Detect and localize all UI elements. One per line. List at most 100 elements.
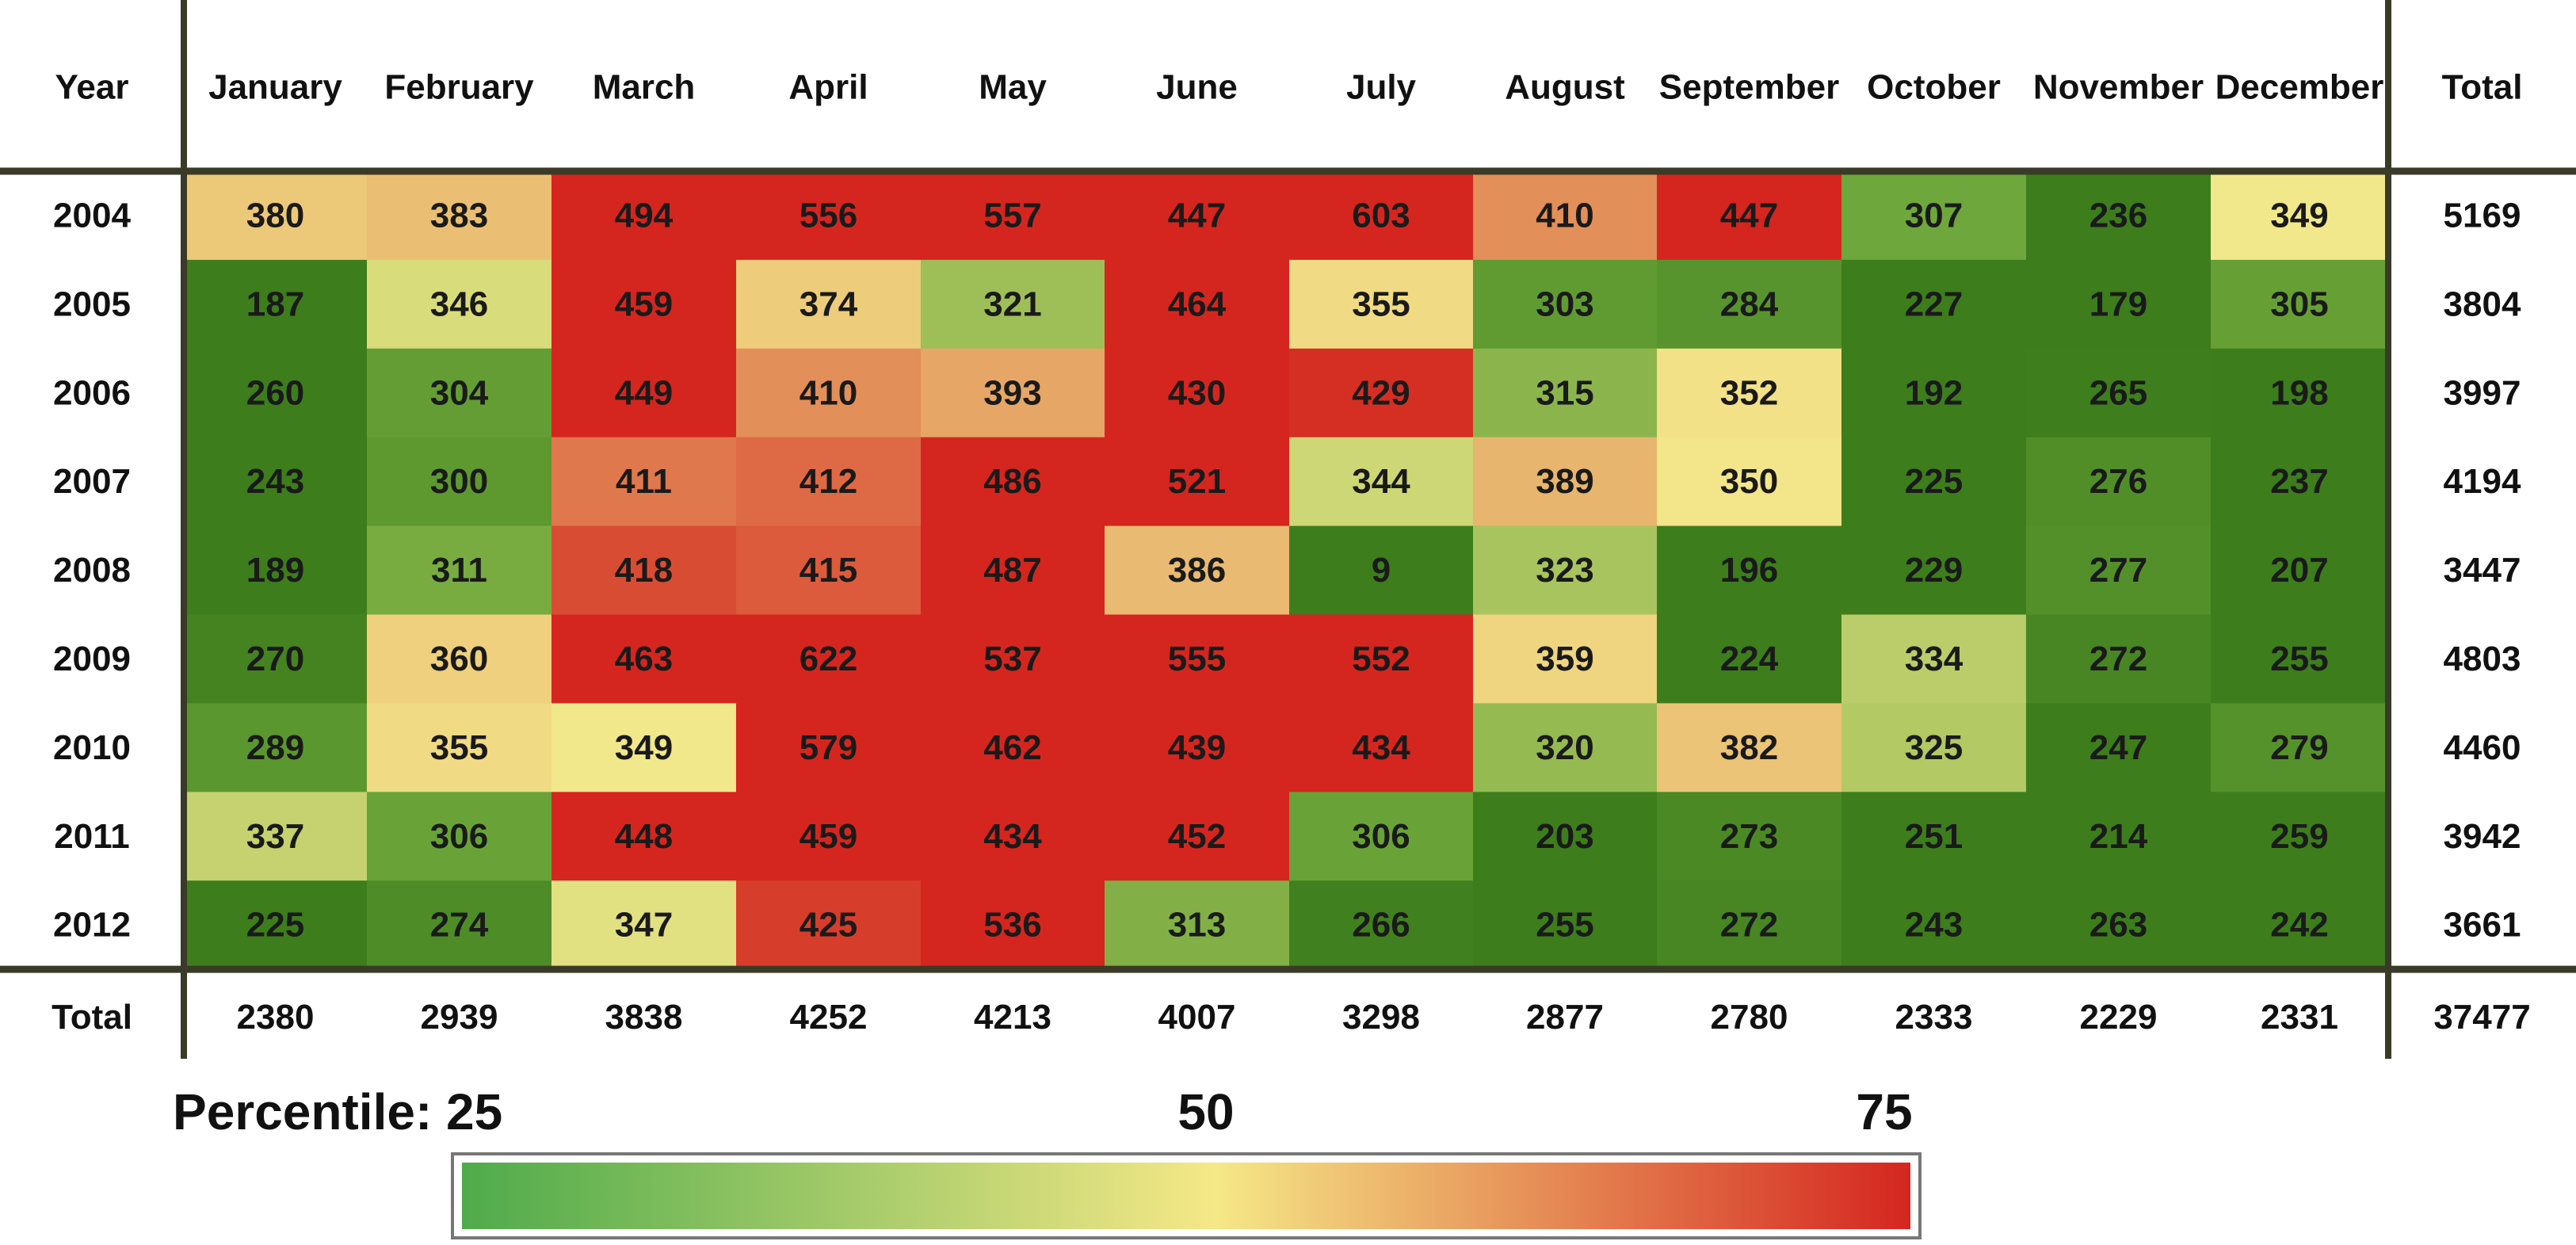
heatmap-cell bbox=[1657, 880, 1842, 970]
heatmap-cell bbox=[1841, 880, 2027, 970]
column-total: 2939 bbox=[421, 998, 498, 1037]
cell-value: 382 bbox=[1720, 728, 1778, 767]
heatmap-cell bbox=[1841, 614, 2027, 704]
row-header-2005: 2005 bbox=[53, 285, 131, 323]
cell-value: 304 bbox=[430, 373, 489, 412]
cell-value: 243 bbox=[1905, 906, 1963, 945]
labels-layer: Year January February March April May June July… bbox=[52, 68, 2531, 1037]
heatmap-cell bbox=[2211, 703, 2389, 792]
heatmap-cell bbox=[367, 614, 552, 704]
cell-value: 179 bbox=[2089, 285, 2147, 323]
row-total: 3447 bbox=[2444, 551, 2521, 590]
column-header-march: March bbox=[593, 68, 696, 107]
heatmap-cell bbox=[2211, 171, 2389, 261]
heatmap-cell bbox=[1841, 525, 2027, 616]
legend-gradient-bar bbox=[462, 1163, 1910, 1229]
cell-value: 196 bbox=[1720, 551, 1778, 590]
cell-value: 521 bbox=[1168, 462, 1226, 501]
heatmap-cell bbox=[184, 171, 368, 261]
row-header-2004: 2004 bbox=[53, 196, 131, 235]
legend-label-50: 50 bbox=[1177, 1083, 1234, 1140]
heatmap-cell bbox=[1657, 525, 1842, 616]
cell-value: 334 bbox=[1905, 640, 1963, 678]
cell-value: 459 bbox=[800, 817, 857, 856]
heatmap-cell bbox=[736, 437, 922, 527]
heatmap-cell bbox=[921, 880, 1105, 970]
column-header-august: August bbox=[1505, 68, 1625, 107]
heatmap-cell bbox=[1473, 525, 1658, 616]
cell-value: 360 bbox=[430, 640, 488, 678]
cell-value: 494 bbox=[615, 196, 674, 235]
cell-value: 236 bbox=[2089, 196, 2147, 235]
column-total: 4007 bbox=[1158, 998, 1236, 1037]
cell-value: 272 bbox=[1720, 906, 1778, 945]
row-total: 3661 bbox=[2444, 906, 2521, 945]
heatmap-cell bbox=[1105, 880, 1290, 970]
cell-value: 448 bbox=[615, 817, 673, 856]
cell-value: 537 bbox=[983, 640, 1041, 678]
cell-value: 214 bbox=[2089, 817, 2148, 856]
cell-value: 418 bbox=[615, 551, 673, 590]
heatmap-cell bbox=[551, 880, 737, 970]
row-total: 4803 bbox=[2444, 640, 2521, 678]
heatmap-cell bbox=[1289, 614, 1474, 704]
column-header-september: September bbox=[1659, 68, 1839, 107]
heatmap-cell bbox=[1657, 792, 1842, 881]
cell-value: 349 bbox=[2270, 196, 2328, 235]
cell-value: 425 bbox=[800, 906, 857, 945]
heatmap-cell bbox=[2026, 259, 2212, 349]
heatmap-cell bbox=[1289, 525, 1474, 616]
row-total: 3997 bbox=[2444, 373, 2521, 412]
heatmap-cell bbox=[367, 171, 552, 261]
cell-value: 277 bbox=[2089, 551, 2147, 590]
year-header: Year bbox=[55, 68, 129, 107]
row-header-2011: 2011 bbox=[54, 817, 129, 856]
heatmap-cell bbox=[2211, 525, 2389, 616]
heatmap-cell bbox=[1289, 348, 1474, 438]
cell-value: 434 bbox=[1352, 728, 1410, 767]
row-total: 5169 bbox=[2444, 196, 2521, 235]
cell-value: 225 bbox=[246, 906, 304, 945]
cell-value: 270 bbox=[246, 640, 304, 678]
cell-value: 306 bbox=[1352, 817, 1410, 856]
cell-value: 307 bbox=[1905, 196, 1963, 235]
heatmap-cell bbox=[2211, 348, 2389, 438]
heatmap-cell bbox=[1473, 792, 1658, 881]
cell-value: 557 bbox=[983, 196, 1041, 235]
heatmap-cell bbox=[1289, 437, 1474, 527]
cell-value: 486 bbox=[983, 462, 1041, 501]
cell-value: 227 bbox=[1905, 285, 1963, 323]
column-total: 4213 bbox=[974, 998, 1051, 1037]
cell-value: 229 bbox=[1905, 551, 1963, 590]
cell-value: 279 bbox=[2270, 728, 2328, 767]
cells-layer bbox=[184, 171, 2389, 970]
heatmap-cell bbox=[736, 171, 922, 261]
heatmap-cell bbox=[1473, 880, 1658, 970]
heatmap-cell bbox=[367, 703, 552, 792]
cell-value: 325 bbox=[1905, 728, 1963, 767]
column-total: 2780 bbox=[1711, 998, 1788, 1037]
heatmap-cell bbox=[551, 259, 737, 349]
cell-value: 276 bbox=[2089, 462, 2147, 501]
cell-value: 251 bbox=[1905, 817, 1963, 856]
heatmap-cell bbox=[1473, 703, 1658, 792]
row-header-2012: 2012 bbox=[53, 906, 131, 945]
heatmap-cell bbox=[1841, 171, 2027, 261]
column-header-november: November bbox=[2033, 68, 2204, 107]
column-header-february: February bbox=[384, 68, 534, 107]
heatmap-cell bbox=[184, 792, 368, 881]
cell-value: 272 bbox=[2089, 640, 2147, 678]
cell-value: 265 bbox=[2089, 373, 2147, 412]
cell-value: 305 bbox=[2270, 285, 2328, 323]
heatmap-cell bbox=[184, 525, 368, 616]
row-header-2006: 2006 bbox=[53, 373, 131, 412]
cell-value: 355 bbox=[430, 728, 488, 767]
column-total: 2380 bbox=[237, 998, 315, 1037]
cell-value: 347 bbox=[615, 906, 673, 945]
heatmap-cell bbox=[736, 614, 922, 704]
column-total: 3838 bbox=[605, 998, 683, 1037]
heatmap-cell bbox=[1657, 703, 1842, 792]
cell-value: 359 bbox=[1536, 640, 1593, 678]
